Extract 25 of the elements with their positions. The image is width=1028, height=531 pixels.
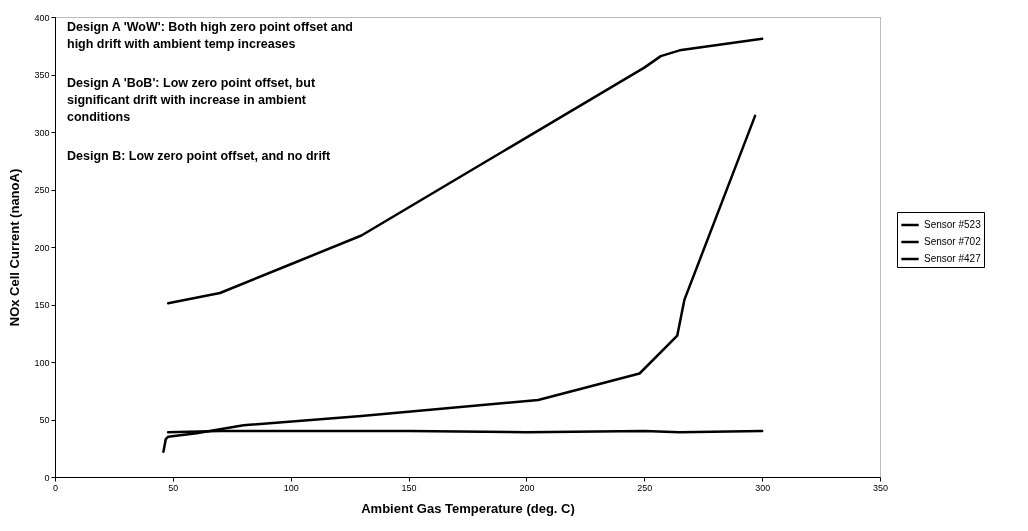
y-tick-label: 200 <box>34 242 50 253</box>
x-axis-title: Ambient Gas Temperature (deg. C) <box>361 500 575 516</box>
y-tick-label: 400 <box>34 12 50 23</box>
x-tick-label: 100 <box>283 482 299 493</box>
x-tick-label: 350 <box>872 482 889 493</box>
x-tick-label: 50 <box>168 482 179 493</box>
annotation: Design A 'BoB': Low zero point offset, but significant drift with increase in ambient conditions <box>67 76 316 125</box>
x-tick-label: 0 <box>52 482 59 493</box>
y-tick-label: 350 <box>34 70 50 80</box>
y-tick-label: 50 <box>39 415 50 425</box>
x-tick-label: 250 <box>637 482 653 493</box>
y-tick-label: 0 <box>44 472 50 483</box>
legend-label: Sensor #427 <box>924 253 982 264</box>
annotation: Design A 'WoW': Both high zero point offset and high drift with ambient temp increases <box>67 20 354 51</box>
annotation: Design B: Low zero point offset, and no drift <box>67 149 332 164</box>
y-tick-label: 250 <box>34 185 50 195</box>
y-tick-label: 100 <box>34 357 50 368</box>
x-tick-label: 300 <box>755 482 771 493</box>
y-tick-label: 300 <box>34 127 50 138</box>
y-tick-label: 150 <box>34 300 50 310</box>
x-tick-label: 150 <box>401 482 417 493</box>
legend-label: Sensor #702 <box>924 236 982 247</box>
y-axis-title: NOx Cell Current (nanoA) <box>7 168 23 327</box>
x-tick-label: 200 <box>519 482 535 493</box>
legend-label: Sensor #523 <box>924 219 982 230</box>
